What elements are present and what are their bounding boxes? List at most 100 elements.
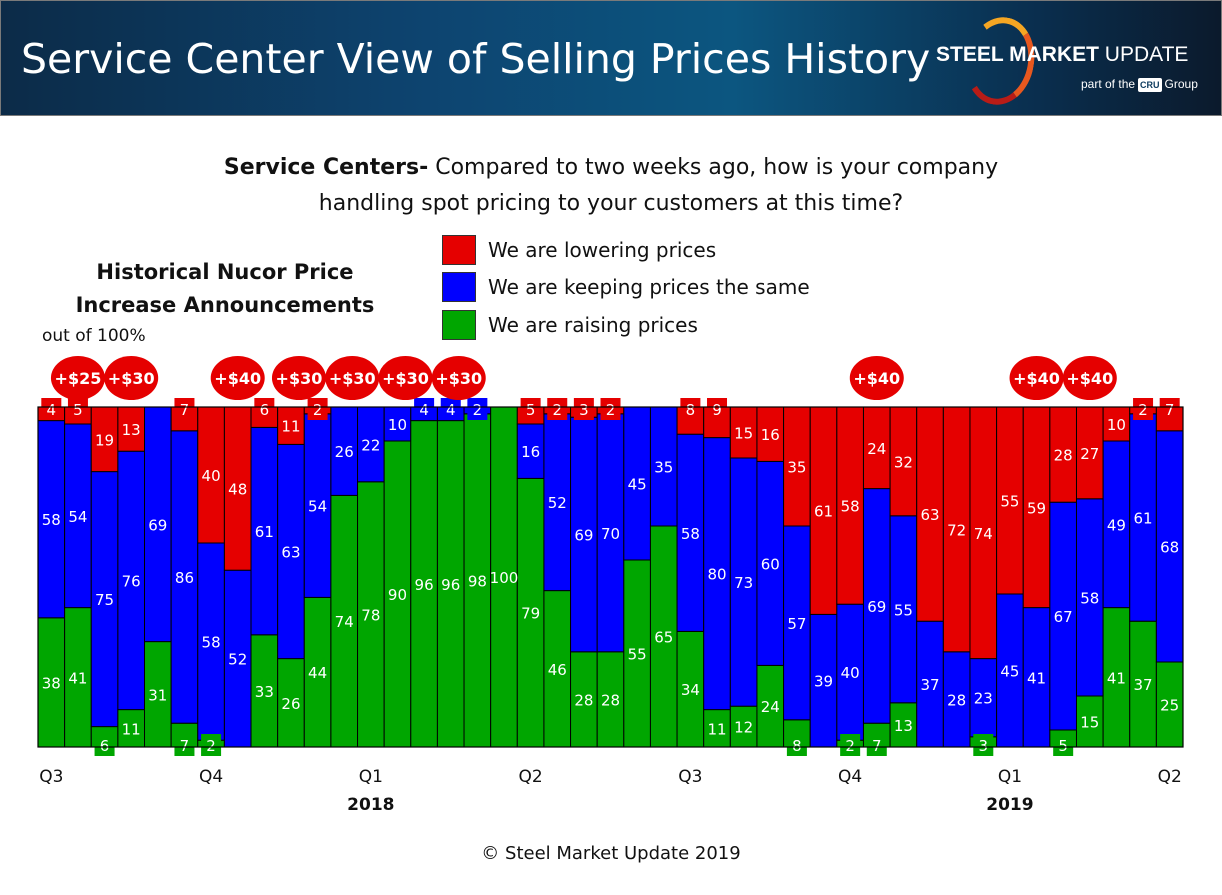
value-label-box	[67, 398, 88, 420]
value-label: 38	[42, 674, 61, 692]
x-year-label: 2018	[347, 795, 394, 815]
value-label: 31	[148, 686, 167, 704]
plot-frame	[37, 406, 1184, 748]
value-label: 2	[552, 401, 562, 419]
value-label: 65	[654, 629, 673, 647]
value-label: 13	[122, 421, 141, 439]
bar-segment-same	[996, 593, 1024, 748]
value-label: 26	[335, 443, 354, 461]
value-label: 37	[1134, 676, 1153, 694]
value-label: 35	[787, 459, 806, 477]
bar-segment-same	[516, 423, 545, 479]
price-increase-bubble	[1062, 356, 1117, 400]
x-year-label: 2019	[986, 795, 1033, 815]
bar-segment-same	[942, 651, 971, 748]
value-label: 60	[761, 555, 780, 573]
value-label: 2	[206, 737, 216, 755]
value-label: 96	[415, 576, 434, 594]
value-label-box	[1159, 398, 1180, 420]
x-tick-label: Q1	[998, 767, 1022, 787]
price-increase-bubble	[104, 356, 159, 400]
value-label: 63	[281, 544, 300, 562]
value-label: 28	[574, 691, 593, 709]
value-label: 90	[388, 586, 407, 604]
value-label: 2	[313, 401, 323, 419]
question-bold: Service Centers-	[223, 155, 429, 180]
y-axis-label: out of 100%	[42, 326, 146, 346]
value-label: 32	[894, 453, 913, 471]
value-label: 12	[734, 719, 753, 737]
value-label: 78	[361, 606, 380, 624]
value-label: 27	[1080, 445, 1099, 463]
value-label: 16	[761, 426, 780, 444]
bar-segment-raise	[144, 641, 172, 748]
value-label: 2	[845, 737, 855, 755]
legend-swatch-blue	[442, 272, 476, 302]
value-label: 4	[419, 401, 429, 419]
value-label-box	[707, 398, 728, 420]
value-label: 86	[175, 569, 194, 587]
value-label: 3	[579, 401, 589, 419]
value-label: 23	[974, 690, 993, 708]
value-label: 55	[894, 601, 913, 619]
value-label: 11	[707, 720, 726, 738]
bar-segment-raise	[1102, 607, 1131, 748]
bar-segment-lower	[1075, 406, 1104, 500]
value-label-box	[547, 398, 568, 420]
value-label: 49	[1107, 516, 1126, 534]
value-label: 11	[281, 418, 300, 436]
value-label: 33	[255, 683, 274, 701]
question-line1: Compared to two weeks ago, how is your c…	[428, 155, 999, 180]
value-label: 5	[526, 401, 536, 419]
value-label: 98	[468, 572, 487, 590]
bar-segment-lower	[916, 406, 944, 622]
value-label: 54	[308, 498, 327, 516]
bar-segment-same	[37, 420, 66, 619]
value-label: 45	[1000, 663, 1019, 681]
value-label-box	[866, 734, 887, 756]
price-increase-label: +$30	[108, 369, 155, 388]
value-label-box	[254, 398, 275, 420]
value-label: 73	[734, 574, 753, 592]
price-increase-label: +$30	[382, 369, 429, 388]
bar-segment-raise	[596, 651, 625, 748]
value-label: 34	[681, 681, 700, 699]
value-label: 22	[361, 436, 380, 454]
x-tick-label: Q2	[1158, 767, 1182, 787]
price-increase-label: +$30	[435, 369, 482, 388]
value-label: 55	[1000, 493, 1019, 511]
value-label-box	[201, 734, 222, 756]
value-label: 69	[148, 516, 167, 534]
bar-segment-raise	[570, 651, 598, 748]
price-increase-bubble	[378, 356, 433, 400]
bar-segment-raise	[729, 705, 758, 748]
page-title: Service Center View of Selling Prices Hi…	[21, 35, 931, 83]
legend-label: We are raising prices	[488, 313, 698, 337]
bar-segment-same	[676, 433, 705, 632]
value-label: 19	[95, 431, 114, 449]
value-label-box	[1053, 734, 1074, 756]
value-label: 44	[308, 664, 327, 682]
bar-segment-lower	[729, 406, 758, 459]
legend-item-lowering: We are lowering prices	[442, 235, 716, 265]
value-label: 79	[521, 605, 540, 623]
bar-segment-lower	[836, 406, 864, 605]
value-label: 61	[1134, 510, 1153, 528]
value-label: 57	[787, 615, 806, 633]
x-tick-label: Q2	[519, 767, 543, 787]
legend-item-same: We are keeping prices the same	[442, 272, 810, 302]
bar-segment-raise	[357, 481, 385, 748]
value-label: 24	[867, 440, 886, 458]
legend-label: We are lowering prices	[488, 238, 717, 262]
value-label: 7	[1165, 401, 1175, 419]
value-label: 5	[1058, 737, 1068, 755]
value-label-box	[467, 398, 488, 420]
bar-segment-same	[1049, 501, 1077, 731]
value-label: 58	[202, 634, 221, 652]
value-label-box	[307, 398, 328, 420]
value-label: 58	[841, 498, 860, 516]
bar-segment-same	[277, 443, 305, 660]
price-increase-bubble	[849, 356, 904, 400]
legend-swatch-red	[442, 235, 476, 265]
